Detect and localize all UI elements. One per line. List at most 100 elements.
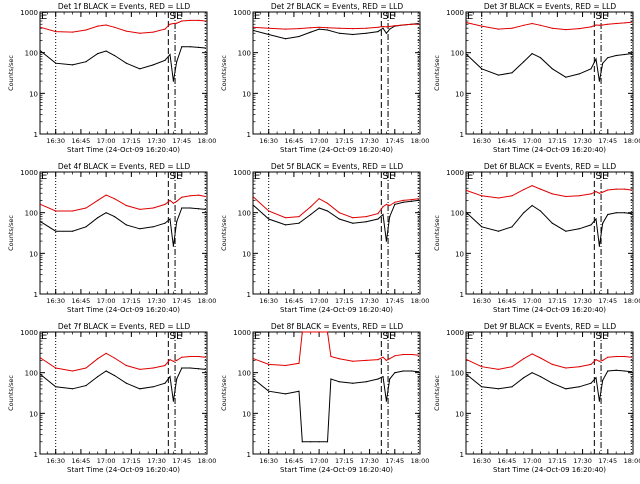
data-point-lld — [389, 25, 391, 28]
data-point-events — [385, 32, 387, 34]
data-point-events — [253, 378, 255, 380]
plot-frame — [39, 11, 208, 135]
data-point-events — [113, 216, 116, 218]
data-point-lld — [402, 24, 404, 26]
data-point-lld — [523, 24, 525, 26]
data-point-events — [326, 210, 329, 212]
data-point-lld — [481, 366, 483, 368]
y-tick-label: 1000 — [20, 9, 38, 17]
data-point-lld — [377, 359, 379, 361]
series-line-events — [466, 369, 632, 402]
x-tick-label: 17:15 — [548, 137, 567, 145]
x-tick-label: 17:00 — [310, 457, 329, 465]
x-tick-label: 18:00 — [198, 297, 217, 305]
data-point-lld — [497, 197, 500, 199]
data-point-events — [624, 53, 626, 56]
data-point-lld — [330, 355, 332, 358]
x-tick-label: 17:45 — [598, 457, 617, 465]
series-line-events — [253, 370, 419, 443]
x-tick-label: 17:00 — [523, 297, 542, 305]
panel-title: Det 3f BLACK = Events, RED = LLD — [484, 2, 617, 11]
data-point-events — [523, 377, 525, 379]
data-point-lld — [607, 356, 609, 358]
data-point-events — [169, 376, 171, 378]
y-tick-label: 1 — [247, 131, 251, 139]
marker-e-left: E — [467, 331, 473, 342]
data-point-events — [139, 388, 141, 390]
y-tick-label: 10 — [242, 250, 251, 258]
marker-e-left: E — [41, 171, 47, 182]
data-point-lld — [511, 27, 513, 29]
data-point-events — [301, 441, 303, 443]
data-point-events — [298, 35, 300, 38]
data-point-lld — [326, 202, 329, 204]
marker-s: S — [595, 11, 601, 22]
data-point-lld — [578, 366, 580, 368]
data-point-events — [152, 386, 154, 388]
data-point-events — [268, 33, 270, 36]
data-point-lld — [176, 359, 178, 361]
data-point-lld — [598, 360, 601, 362]
data-point-lld — [578, 28, 580, 30]
detector-panel-8: Det 8f BLACK = Events, RED = LLD 1 10 100 10… — [220, 322, 429, 474]
x-tick-label: 17:30 — [360, 297, 379, 305]
data-point-lld — [125, 364, 127, 367]
data-point-lld — [204, 356, 206, 358]
plot-frame — [39, 331, 208, 455]
data-point-lld — [402, 199, 404, 201]
data-point-lld — [164, 28, 166, 30]
data-point-lld — [389, 358, 391, 360]
data-point-lld — [139, 368, 141, 370]
x-tick-label: 16:45 — [498, 297, 517, 305]
plot-frame — [252, 171, 421, 295]
x-axis-label: Start Time (24-Oct-09 16:20:40) — [493, 306, 606, 314]
x-tick-label: 17:30 — [573, 297, 592, 305]
data-point-lld — [624, 188, 626, 190]
y-tick-label: 100 — [451, 50, 464, 58]
data-point-events — [172, 400, 174, 402]
x-tick-label: 17:15 — [548, 457, 567, 465]
y-tick-label: 100 — [25, 50, 38, 58]
x-tick-label: 17:45 — [598, 297, 617, 305]
data-point-events — [402, 370, 404, 372]
data-point-events — [539, 57, 542, 59]
y-axis-label: Counts/sec — [433, 55, 441, 91]
marker-s: S — [382, 171, 388, 182]
x-tick-label: 16:30 — [46, 137, 65, 145]
marker-e-left: E — [467, 11, 473, 22]
data-point-events — [97, 376, 99, 378]
panel-title: Det 5f BLACK = Events, RED = LLD — [271, 162, 404, 171]
data-point-events — [377, 378, 379, 380]
data-point-lld — [607, 23, 609, 25]
y-tick-label: 100 — [25, 210, 38, 218]
x-tick-label: 17:00 — [97, 297, 116, 305]
data-point-lld — [402, 353, 404, 356]
marker-e-left: E — [254, 331, 260, 342]
panel-title: Det 4f BLACK = Events, RED = LLD — [58, 162, 191, 171]
data-point-events — [71, 64, 74, 66]
data-point-events — [85, 385, 87, 387]
data-point-lld — [198, 355, 200, 358]
data-point-events — [590, 224, 592, 226]
data-point-events — [152, 64, 154, 66]
marker-e-right: E — [176, 331, 182, 342]
data-point-lld — [310, 206, 312, 208]
data-point-events — [164, 382, 166, 384]
data-point-lld — [466, 359, 468, 361]
y-tick-label: 10 — [455, 90, 464, 98]
detector-panel-1: Det 1f BLACK = Events, RED = LLD 1 10 100 10… — [7, 2, 216, 154]
data-point-events — [113, 54, 116, 57]
data-point-events — [595, 58, 597, 60]
data-point-events — [385, 240, 387, 242]
data-point-lld — [310, 27, 312, 29]
data-point-lld — [385, 203, 387, 205]
x-tick-label: 18:00 — [624, 457, 640, 465]
data-point-lld — [181, 196, 183, 198]
data-point-lld — [318, 331, 320, 333]
data-point-lld — [531, 353, 533, 355]
x-tick-label: 16:30 — [46, 457, 65, 465]
x-tick-label: 18:00 — [198, 457, 217, 465]
data-point-events — [411, 370, 413, 372]
y-tick-label: 10 — [29, 410, 38, 418]
data-point-events — [602, 379, 604, 381]
